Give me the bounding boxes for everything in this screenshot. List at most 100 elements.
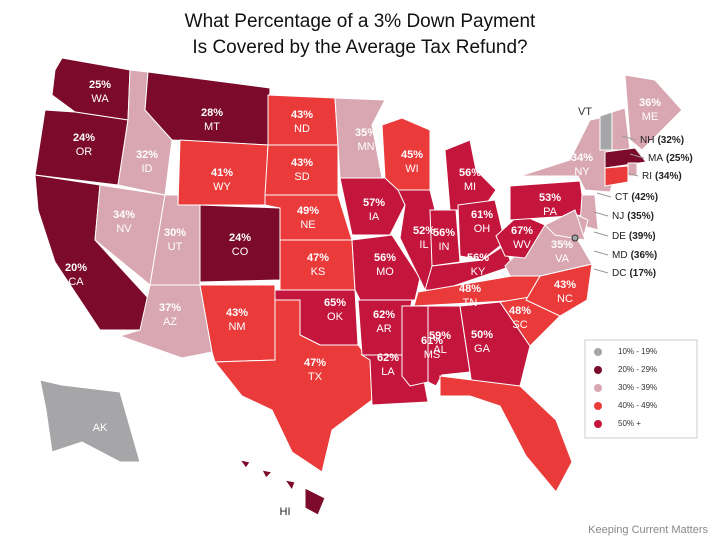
state-abbr: CT (615, 192, 628, 203)
state-value: 56% (433, 227, 455, 239)
state-value: 41% (211, 167, 233, 179)
callout-label: NJ(35%) (612, 211, 654, 222)
state-abbr: NC (557, 293, 573, 305)
state-shape (240, 460, 250, 468)
state-abbr: NM (228, 321, 245, 333)
state-abbr: GA (474, 343, 491, 355)
callout-label: DC(17%) (612, 268, 656, 279)
state-abbr: KY (471, 266, 486, 278)
legend-swatch (594, 384, 602, 392)
state-value: 43% (291, 109, 313, 121)
state-abbr: KS (311, 266, 326, 278)
state-value: (32%) (657, 135, 684, 146)
state-value: 35% (355, 127, 377, 139)
state-value: 50% (471, 329, 493, 341)
state-abbr: WY (213, 181, 231, 193)
callout-label: CT(42%) (615, 192, 658, 203)
state-abbr: MT (204, 121, 220, 133)
state-abbr: VT (578, 106, 592, 118)
callout-label: DE(39%) (612, 231, 656, 242)
state-value: 59% (429, 330, 451, 342)
state-abbr: OK (327, 311, 344, 323)
state-abbr: DE (612, 231, 626, 242)
state-abbr: NE (300, 219, 315, 231)
state-abbr: MO (376, 266, 394, 278)
state-abbr: DC (612, 268, 626, 279)
state-value: 65% (324, 297, 346, 309)
state-abbr: NY (574, 166, 590, 178)
legend-label: 40% - 49% (618, 401, 657, 410)
state-value: 48% (509, 305, 531, 317)
callout-label: MA(25%) (648, 153, 693, 164)
state-value: (39%) (629, 231, 656, 242)
legend-swatch (594, 348, 602, 356)
state-abbr: AK (93, 422, 108, 434)
callout-label: RI(34%) (642, 171, 682, 182)
state-value: 61% (471, 209, 493, 221)
state-abbr: HI (280, 506, 291, 518)
state-abbr: WV (513, 239, 531, 251)
state-abbr: AL (433, 344, 446, 356)
state-value: 36% (639, 97, 661, 109)
title-line: Is Covered by the Average Tax Refund? (192, 37, 527, 58)
state-value: 34% (571, 152, 593, 164)
state-value: 37% (159, 302, 181, 314)
state-abbr: SD (294, 171, 309, 183)
state-shape (285, 480, 295, 490)
state-value: 62% (373, 309, 395, 321)
state-value: 43% (291, 157, 313, 169)
state-value: 45% (401, 149, 423, 161)
state-shape (612, 108, 630, 150)
state-value: 47% (304, 357, 326, 369)
state-value: 28% (201, 107, 223, 119)
state-abbr: VA (555, 253, 570, 265)
title-line: What Percentage of a 3% Down Payment (185, 11, 536, 32)
state-value: 52% (413, 225, 435, 237)
state-value: (36%) (631, 250, 658, 261)
state-value: 56% (459, 167, 481, 179)
state-abbr: AZ (163, 316, 177, 328)
state-value: 48% (459, 283, 481, 295)
state-shape (262, 470, 272, 478)
callout-label: NH(32%) (640, 135, 684, 146)
state-value: 30% (164, 227, 186, 239)
callout-line (594, 251, 608, 255)
state-value: 34% (113, 209, 135, 221)
state-value: 53% (539, 192, 561, 204)
state-value: 25% (89, 79, 111, 91)
state-value: 43% (226, 307, 248, 319)
state-abbr: PA (543, 206, 558, 218)
state-value: 15% (274, 492, 296, 504)
state-abbr: UT (168, 241, 183, 253)
state-abbr: NV (116, 223, 132, 235)
state-abbr: MD (612, 250, 628, 261)
state-abbr: OH (474, 223, 491, 235)
state-abbr: MA (648, 153, 663, 164)
state-shape (305, 488, 325, 515)
legend-swatch (594, 420, 602, 428)
state-value: (35%) (627, 211, 654, 222)
state-abbr: ME (642, 111, 659, 123)
state-abbr: TN (463, 297, 478, 309)
callout-line (594, 269, 608, 273)
state-abbr: SC (512, 319, 527, 331)
state-value: 24% (229, 232, 251, 244)
state-value: 56% (467, 252, 489, 264)
state-shape (440, 376, 572, 492)
state-abbr: LA (381, 366, 395, 378)
state-abbr: OR (76, 146, 93, 158)
state-abbr: RI (642, 171, 652, 182)
state-abbr: NJ (612, 211, 624, 222)
state-abbr: WI (405, 163, 418, 175)
state-value: 47% (307, 252, 329, 264)
state-abbr: WA (91, 93, 109, 105)
state-shape (40, 380, 140, 462)
legend-label: 50% + (618, 419, 641, 428)
state-value: 56% (374, 252, 396, 264)
state-value: 35% (551, 239, 573, 251)
state-value: (17%) (629, 268, 656, 279)
state-abbr: MN (357, 141, 374, 153)
legend-swatch (594, 402, 602, 410)
legend-label: 20% - 29% (618, 365, 657, 374)
state-abbr: ID (142, 163, 153, 175)
